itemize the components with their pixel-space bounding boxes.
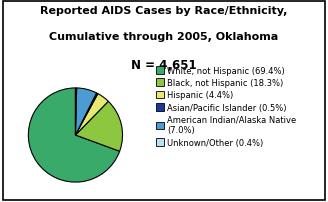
Wedge shape <box>28 88 120 182</box>
Wedge shape <box>75 88 77 135</box>
Wedge shape <box>75 88 96 135</box>
Text: Reported AIDS Cases by Race/Ethnicity,: Reported AIDS Cases by Race/Ethnicity, <box>40 6 288 16</box>
Wedge shape <box>75 94 108 135</box>
Legend: White, not Hispanic (69.4%), Black, not Hispanic (18.3%), Hispanic (4.4%), Asian: White, not Hispanic (69.4%), Black, not … <box>154 65 298 149</box>
Text: Cumulative through 2005, Oklahoma: Cumulative through 2005, Oklahoma <box>50 32 278 42</box>
Wedge shape <box>75 102 123 152</box>
Wedge shape <box>75 94 98 135</box>
Text: N = 4,651: N = 4,651 <box>131 59 197 72</box>
